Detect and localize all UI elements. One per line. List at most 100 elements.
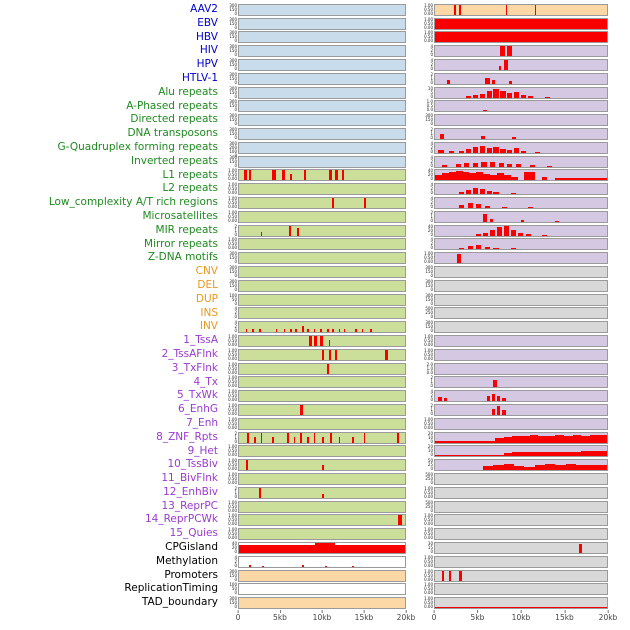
data-bar (514, 148, 520, 153)
y-axis-tick-label: 1.00 (424, 485, 433, 491)
y-axis-tick-label: 1.00 (228, 334, 237, 340)
y-axis-ticks: 300 150 0 (222, 72, 238, 85)
data-bar (247, 432, 249, 443)
data-bar (335, 349, 337, 360)
track-panel-left (238, 541, 406, 554)
track-panel-right (434, 321, 608, 334)
data-bar (322, 436, 324, 443)
y-axis-tick-label: 0.00 (228, 397, 237, 403)
track-row: HPV 300 150 0 4 2 0 (0, 58, 630, 72)
y-axis-ticks: 1.00 0.50 0.00 (416, 31, 434, 43)
y-axis-tick-label: 1.00 (228, 196, 237, 202)
y-axis-ticks: 300 150 0 (416, 114, 434, 126)
y-axis-tick-label: 150 (229, 75, 237, 81)
data-bar (464, 162, 470, 167)
track-label: DNA transposons (127, 127, 218, 140)
x-axis-row: 0 5kb 10kb 15kb 20kb 0 5kb 10kb 15kb 20kb (0, 610, 630, 626)
y-axis-tick-label: 20 (231, 544, 237, 550)
data-bar (322, 493, 324, 498)
data-bar (534, 4, 537, 15)
track-panel-right (434, 404, 608, 416)
y-axis-tick-label: 2 (430, 200, 433, 206)
data-bar (472, 187, 478, 195)
y-axis-tick-label: 5 (430, 89, 433, 95)
y-axis-ticks: 1.00 0.50 0.00 (222, 500, 238, 513)
track-label: 9_Het (187, 444, 218, 457)
y-axis-tick-label: 0.50 (424, 558, 433, 564)
y-axis-tick-label: 1.00 (228, 347, 237, 353)
data-bar (507, 93, 513, 98)
track-label: INV (199, 320, 218, 333)
track-row: Directed repeats 300 150 0 300 150 0 (0, 113, 630, 127)
data-bar (479, 189, 485, 195)
data-bar (448, 571, 452, 581)
data-bar (491, 409, 496, 415)
y-axis-tick-label: 2 (430, 71, 433, 77)
data-bar (515, 163, 521, 167)
data-bar (335, 544, 405, 553)
y-axis-tick-label: 150 (229, 131, 237, 137)
data-bar (503, 453, 513, 457)
track-row: 9_Het 1.00 0.50 0.00 20 10 0 (0, 445, 630, 459)
y-axis-tick-label: 300 (229, 278, 237, 284)
y-axis-ticks: 20 10 0 (416, 431, 434, 444)
y-axis-tick-label: 1 (430, 75, 433, 81)
y-axis-tick-label: 1.00 (424, 30, 433, 36)
y-axis-tick-label: 300 (229, 58, 237, 64)
track-label: 3_TxFlnk (171, 361, 218, 374)
y-axis-tick-label: 0.00 (228, 355, 237, 361)
data-bar (300, 432, 303, 443)
data-bar (524, 467, 535, 471)
y-axis-tick-label: 150 (229, 48, 237, 54)
data-bar (385, 349, 388, 360)
data-bar (581, 451, 607, 457)
y-axis-tick-label: 0.50 (424, 255, 433, 261)
y-axis-tick-label: 0 (234, 231, 237, 237)
y-axis-tick-label: 50 (231, 296, 237, 302)
y-axis-tick-label: 2 (430, 403, 433, 408)
y-axis-tick-label: 2 (234, 485, 237, 491)
track-label: Alu repeats (158, 85, 218, 98)
track-panel-right (434, 555, 608, 568)
data-bar (484, 205, 491, 209)
data-bar (493, 247, 499, 250)
y-axis-tick-label: 0.50 (228, 393, 237, 399)
data-bar (303, 170, 307, 181)
y-axis-tick-label: 1.00 (424, 251, 433, 257)
track-label: EBV (197, 16, 218, 29)
data-bar (465, 149, 472, 153)
data-bar (529, 435, 539, 443)
track-panel-right (434, 17, 608, 30)
y-axis-tick-label: 300 (229, 44, 237, 50)
data-bar (465, 190, 472, 195)
y-axis-tick-label: 0 (430, 66, 433, 72)
track-row: 1_TssA 1.00 0.50 0.00 1.00 0.50 0.00 (0, 334, 630, 348)
y-axis-tick-label: 300 (229, 154, 237, 160)
data-bar (483, 214, 487, 222)
track-label: Mirror repeats (144, 237, 218, 250)
data-bar (564, 435, 573, 443)
y-axis-tick-label: 40 (427, 168, 433, 174)
y-axis-tick-label: 150 (229, 103, 237, 109)
y-axis-tick-label: 0.50 (424, 572, 433, 578)
y-axis-tick-label: 100 (229, 582, 237, 588)
track-panel-right (434, 472, 608, 485)
data-bar (435, 606, 607, 609)
track-panel-left (238, 348, 406, 361)
data-bar (514, 110, 518, 112)
y-axis-tick-label: 0 (430, 231, 433, 237)
data-bar (351, 565, 354, 567)
y-axis-tick-label: 0 (234, 273, 237, 279)
y-axis-tick-label: 150 (229, 117, 237, 123)
data-bar (239, 544, 316, 553)
y-axis-tick-label: 0.00 (424, 424, 433, 430)
y-axis-ticks: 1.00 0.50 0.00 (416, 335, 434, 347)
track-panel-left (238, 17, 406, 30)
data-bar (524, 171, 535, 181)
track-panel-left (238, 335, 406, 348)
y-axis-ticks: 300 150 0 (222, 278, 238, 292)
